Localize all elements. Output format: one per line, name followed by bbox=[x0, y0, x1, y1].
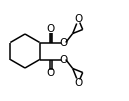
Text: O: O bbox=[60, 55, 68, 65]
Text: O: O bbox=[60, 37, 68, 47]
Text: O: O bbox=[47, 67, 55, 77]
Text: O: O bbox=[75, 14, 83, 24]
Text: O: O bbox=[47, 25, 55, 35]
Text: O: O bbox=[75, 78, 83, 88]
